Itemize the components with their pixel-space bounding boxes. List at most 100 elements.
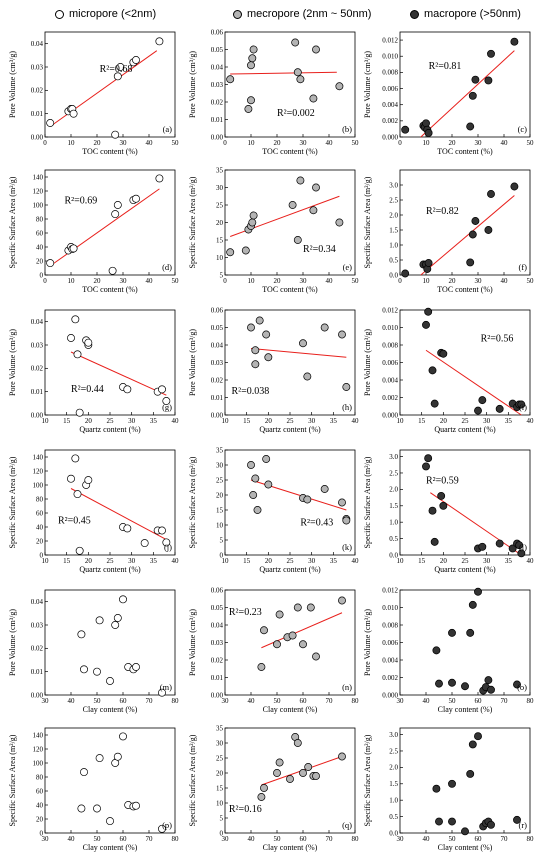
y-tick-label: 0.05 — [211, 604, 224, 612]
data-point — [111, 130, 120, 139]
x-tick-label: 30 — [222, 835, 230, 843]
x-tick-label: 20 — [85, 557, 93, 565]
y-axis-label: Specific Surface Area (m²/g) — [8, 734, 17, 826]
x-tick-label: 15 — [243, 557, 251, 565]
panel-p: 30 40 50 60 70 80 0 20 40 60 80 100 120 140 Clay conte… — [8, 727, 179, 852]
y-tick-label: 30 — [216, 184, 224, 192]
panel-label: (f) — [519, 262, 528, 272]
data-point — [67, 474, 75, 483]
data-point — [468, 91, 477, 100]
y-tick-label: 35 — [216, 166, 224, 174]
panel-label: (q) — [342, 820, 352, 830]
data-point — [430, 399, 439, 408]
data-point — [80, 768, 88, 777]
data-point — [338, 330, 346, 339]
data-point — [293, 236, 302, 244]
data-point — [46, 119, 55, 127]
y-axis-label: Specific Surface Area (m²/g) — [363, 734, 372, 826]
data-point — [338, 498, 346, 507]
y-tick-label: 0.02 — [31, 645, 44, 653]
data-point — [474, 406, 482, 415]
panel-o: 30 40 50 60 70 80 0.000 0.002 0.004 0.006 0.008 0.0… — [363, 586, 534, 714]
plot-frame — [44, 31, 176, 138]
data-point — [517, 549, 526, 558]
x-tick-label: 0 — [43, 139, 47, 147]
y-tick-label: 0.006 — [382, 639, 398, 647]
y-tick-label: 25 — [216, 754, 224, 762]
x-tick-label: 30 — [300, 277, 308, 285]
y-tick-label: 10 — [216, 254, 224, 262]
data-point — [288, 631, 297, 640]
panel-n: 30 40 50 60 70 80 0.00 0.01 0.02 0.03 0.04 0.05 0.06… — [188, 586, 359, 714]
legend-label: macropore (>50nm) — [424, 8, 521, 20]
panel-label: (i) — [519, 402, 527, 412]
data-point — [247, 61, 255, 70]
x-tick-label: 30 — [300, 139, 308, 147]
r-squared-label: R²=0.82 — [426, 206, 459, 217]
panel-k: 10 15 20 25 30 35 40 0 5 10 15 20 25 30 35 Quartz conte… — [188, 446, 359, 574]
x-tick-label: 30 — [42, 697, 50, 705]
x-tick-label: 40 — [501, 139, 509, 147]
x-tick-label: 50 — [274, 835, 282, 843]
y-tick-label: 0.02 — [211, 98, 224, 106]
x-tick-label: 35 — [150, 417, 158, 425]
x-tick-label: 80 — [352, 697, 360, 705]
fit-line — [420, 195, 515, 276]
x-tick-label: 25 — [107, 417, 115, 425]
x-tick-label: 20 — [265, 557, 273, 565]
y-tick-label: 0.02 — [31, 365, 44, 373]
panel-j: 10 15 20 25 30 35 40 0 20 40 60 80 100 120 140 Quartz c… — [8, 449, 179, 574]
y-tick-label: 0.00 — [211, 133, 224, 141]
y-tick-label: 0.000 — [382, 411, 398, 419]
plot-frame — [44, 169, 176, 276]
panel-d: 0 10 20 30 40 50 0 20 40 60 80 100 120 140 TOC content… — [8, 169, 179, 294]
y-tick-label: 0.004 — [382, 101, 398, 109]
x-tick-label: 25 — [287, 557, 295, 565]
data-point — [273, 640, 281, 649]
y-tick-label: 10 — [216, 521, 224, 529]
plot-frame — [399, 31, 531, 138]
x-tick-label: 10 — [222, 557, 230, 565]
y-tick-label: 30 — [216, 461, 224, 469]
data-point — [158, 688, 166, 697]
data-point — [116, 63, 125, 71]
data-point — [448, 678, 456, 687]
y-tick-label: 0.000 — [382, 133, 398, 141]
data-point — [69, 109, 78, 118]
y-tick-label: 0.5 — [389, 813, 398, 821]
y-tick-label: 0.03 — [211, 639, 224, 647]
x-axis-label: Quartz content (%) — [259, 565, 321, 574]
x-tick-label: 70 — [146, 835, 154, 843]
data-point — [299, 339, 307, 348]
plot-frame — [224, 449, 356, 556]
data-point — [84, 476, 93, 485]
legend-label: micropore (<2nm) — [69, 8, 157, 20]
data-point — [247, 96, 255, 105]
data-point — [264, 480, 273, 489]
y-tick-label: 15 — [216, 236, 224, 244]
data-point — [448, 817, 456, 826]
y-tick-label: 0.04 — [31, 598, 44, 606]
legend-item-0: micropore (<2nm) — [55, 4, 156, 24]
y-tick-label: 1.0 — [389, 796, 398, 804]
y-tick-label: 140 — [33, 453, 44, 461]
x-tick-label: 20 — [440, 417, 448, 425]
data-point — [113, 752, 122, 761]
y-axis-label: Pore Volume (cm³/g) — [8, 329, 17, 396]
plot-frame — [399, 169, 531, 276]
data-point — [158, 824, 166, 833]
data-point — [320, 323, 329, 332]
data-point — [132, 663, 140, 671]
data-point — [466, 628, 475, 637]
panel-e: 0 10 20 30 40 50 5 10 15 20 25 30 35 TOC content (%) S… — [188, 166, 359, 294]
x-tick-label: 50 — [94, 697, 102, 705]
x-tick-label: 80 — [352, 835, 360, 843]
data-point — [260, 784, 268, 792]
x-tick-label: 0 — [398, 277, 402, 285]
x-tick-label: 40 — [172, 417, 180, 425]
x-tick-label: 70 — [326, 835, 334, 843]
plot-frame — [44, 449, 176, 556]
y-tick-label: 1.5 — [389, 502, 398, 510]
x-tick-label: 30 — [475, 139, 483, 147]
y-tick-label: 0.00 — [31, 691, 44, 699]
